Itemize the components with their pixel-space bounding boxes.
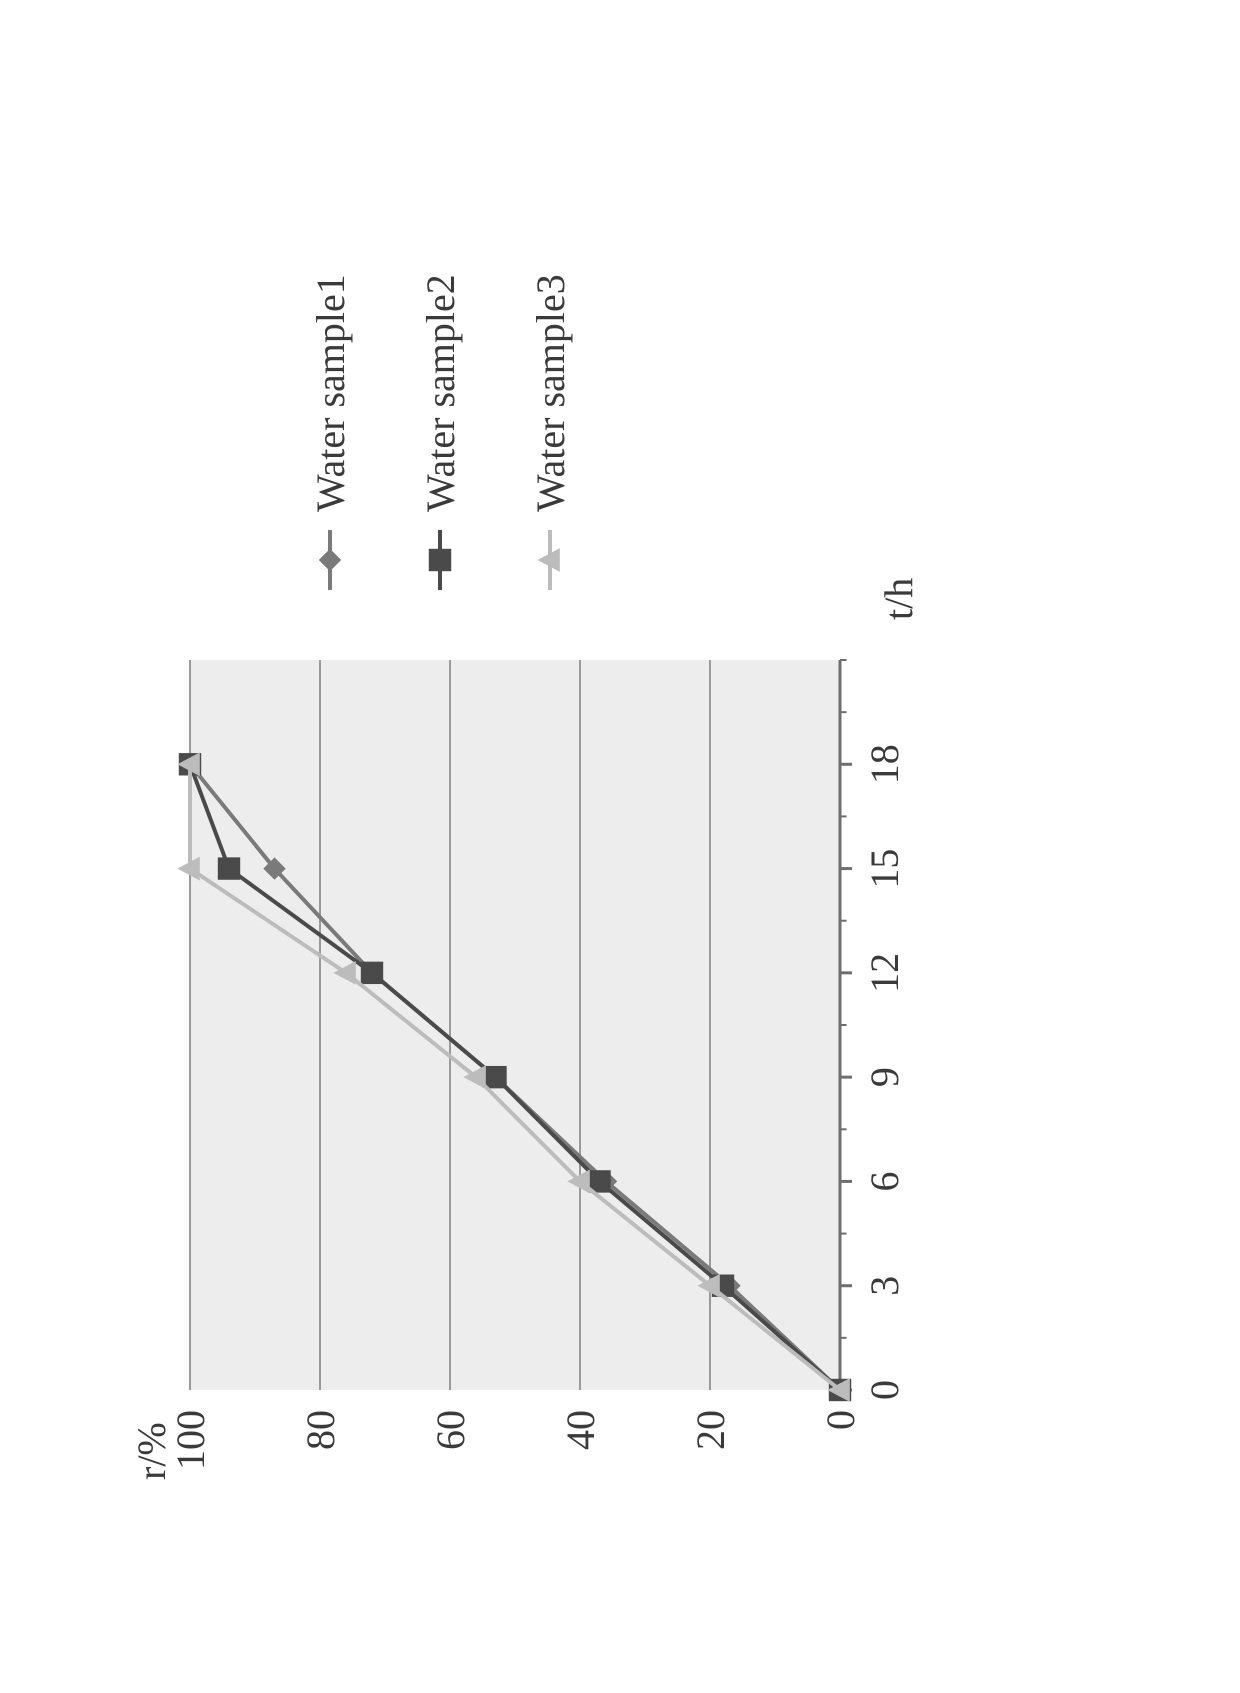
y-tick-label: 80 <box>298 1410 343 1450</box>
y-tick-label: 20 <box>688 1410 733 1450</box>
legend-label: Water sample2 <box>418 274 463 512</box>
y-tick-label: 0 <box>818 1410 863 1430</box>
chart-container: 0 3 6 9 12 15 18 t/h 0 20 40 60 80 100r/% Water sample… <box>0 0 1240 1693</box>
chart-svg: 0 3 6 9 12 15 18 t/h 0 20 40 60 80 100r/% Water sample… <box>0 0 1240 1693</box>
x-tick-label: 9 <box>862 1067 907 1087</box>
diamond-marker <box>319 549 341 571</box>
y-tick-label: 40 <box>558 1410 603 1450</box>
y-axis-label: r/% <box>129 1422 174 1480</box>
x-tick-label: 3 <box>862 1276 907 1296</box>
y-tick-label: 100 <box>168 1410 213 1470</box>
plot-background <box>190 660 840 1390</box>
legend-label: Water sample1 <box>308 274 353 512</box>
y-tick-label: 60 <box>428 1410 473 1450</box>
x-tick-label: 12 <box>862 953 907 993</box>
square-marker <box>218 857 240 879</box>
legend-label: Water sample3 <box>528 274 573 512</box>
square-marker <box>361 962 383 984</box>
square-marker <box>429 549 451 571</box>
x-tick-label: 0 <box>862 1380 907 1400</box>
x-tick-label: 15 <box>862 849 907 889</box>
x-tick-label: 6 <box>862 1171 907 1191</box>
x-axis-label: t/h <box>876 578 921 620</box>
x-tick-label: 18 <box>862 744 907 784</box>
square-marker <box>484 1066 506 1088</box>
